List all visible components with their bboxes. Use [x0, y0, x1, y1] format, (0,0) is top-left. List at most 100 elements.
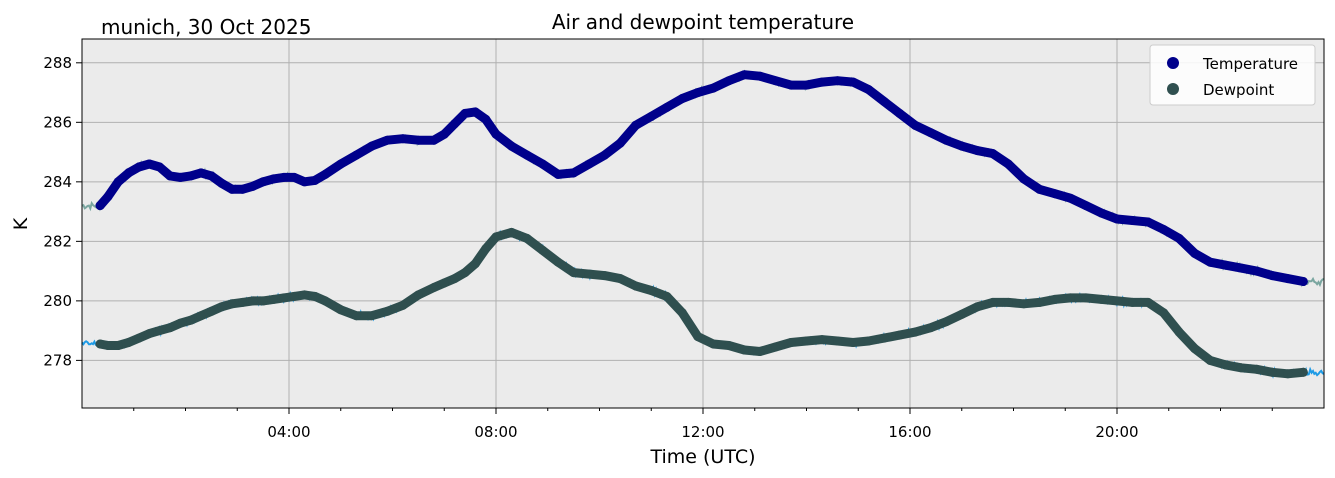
data-point-dewpoint: [786, 338, 796, 347]
axis-ticks: 04:00 08:00 12:00 16:00 20:00 278 280 282 284 286…: [43, 54, 1273, 441]
data-point-temperature: [124, 168, 134, 178]
data-point-dewpoint: [662, 291, 672, 301]
data-point-dewpoint: [848, 338, 858, 347]
data-point-dewpoint: [926, 323, 936, 333]
y-tick-label: 286: [43, 113, 72, 131]
x-tick-label: 16:00: [888, 423, 931, 441]
series-band-temperature: [95, 70, 1308, 286]
data-point-temperature: [165, 171, 175, 181]
data-point-temperature: [584, 159, 594, 169]
data-point-dewpoint: [507, 227, 516, 237]
data-point-temperature: [1081, 201, 1091, 211]
data-point-temperature: [382, 135, 392, 145]
data-point-dewpoint: [957, 309, 967, 319]
data-point-temperature: [1252, 266, 1262, 276]
y-axis-label: K: [10, 217, 32, 230]
data-point-dewpoint: [1081, 293, 1091, 303]
data-point-temperature: [217, 178, 227, 188]
data-point-dewpoint: [1252, 364, 1262, 374]
data-point-temperature: [1283, 274, 1293, 284]
legend-label-temperature: Temperature: [1202, 55, 1298, 73]
data-point-temperature: [646, 111, 656, 121]
data-point-dewpoint: [646, 286, 656, 295]
legend-marker-dewpoint: [1167, 83, 1179, 95]
data-point-dewpoint: [413, 290, 423, 300]
data-point-dewpoint: [802, 336, 811, 346]
data-point-temperature: [600, 150, 610, 160]
data-point-dewpoint: [1205, 355, 1215, 365]
data-point-temperature: [1205, 257, 1215, 267]
data-point-temperature: [134, 162, 144, 172]
series-markers: [95, 70, 1308, 379]
data-point-dewpoint: [1159, 308, 1169, 318]
data-point-temperature: [258, 177, 268, 187]
data-point-temperature: [864, 85, 874, 95]
x-tick-label: 04:00: [267, 423, 310, 441]
data-point-dewpoint: [1003, 297, 1013, 307]
data-point-dewpoint: [600, 271, 610, 281]
data-point-temperature: [248, 181, 258, 191]
data-point-temperature: [833, 76, 842, 86]
data-point-dewpoint: [144, 329, 154, 339]
data-point-dewpoint: [1019, 299, 1029, 309]
data-point-dewpoint: [1143, 297, 1153, 307]
data-point-temperature: [1267, 271, 1277, 281]
data-point-dewpoint: [879, 333, 889, 343]
data-point-dewpoint: [382, 306, 392, 316]
data-point-temperature: [522, 150, 532, 160]
data-point-temperature: [879, 97, 889, 106]
data-point-temperature: [988, 149, 998, 159]
data-point-dewpoint: [631, 281, 641, 291]
data-point-temperature: [269, 174, 278, 184]
data-point-temperature: [439, 129, 449, 139]
data-point-dewpoint: [300, 290, 309, 300]
data-point-temperature: [1097, 208, 1106, 218]
y-tick-label: 278: [43, 351, 72, 369]
data-point-temperature: [206, 171, 216, 181]
data-point-temperature: [1019, 174, 1029, 184]
data-point-temperature: [155, 162, 165, 172]
data-point-dewpoint: [833, 336, 842, 346]
data-point-dewpoint: [217, 302, 227, 312]
data-point-temperature: [300, 177, 309, 187]
data-point-temperature: [460, 108, 470, 118]
data-point-dewpoint: [771, 342, 780, 352]
data-point-temperature: [289, 172, 299, 182]
data-point-dewpoint: [522, 233, 532, 243]
x-axis-label: Time (UTC): [649, 446, 755, 468]
data-point-temperature: [848, 77, 858, 87]
data-point-dewpoint: [972, 302, 982, 312]
series-band-dewpoint: [95, 227, 1308, 379]
y-tick-label: 280: [43, 292, 72, 310]
data-point-dewpoint: [248, 296, 258, 306]
data-point-dewpoint: [693, 332, 703, 342]
data-point-dewpoint: [864, 336, 874, 346]
data-point-temperature: [310, 175, 320, 185]
data-point-temperature: [279, 172, 289, 182]
data-point-dewpoint: [175, 318, 185, 328]
data-point-temperature: [1236, 263, 1246, 273]
data-point-dewpoint: [481, 244, 491, 254]
legend-marker-temperature: [1167, 57, 1179, 69]
data-point-temperature: [481, 114, 491, 124]
data-point-temperature: [677, 94, 687, 103]
data-point-temperature: [786, 80, 796, 90]
data-point-dewpoint: [186, 315, 196, 325]
data-point-dewpoint: [910, 327, 920, 337]
data-point-dewpoint: [269, 294, 278, 304]
data-point-dewpoint: [584, 269, 594, 279]
y-tick-label: 288: [43, 54, 72, 72]
data-point-temperature: [1143, 217, 1153, 227]
data-point-dewpoint: [553, 257, 563, 267]
data-point-temperature: [972, 146, 982, 156]
data-point-dewpoint: [677, 308, 687, 318]
data-point-dewpoint: [351, 311, 361, 321]
data-point-temperature: [771, 76, 780, 86]
data-point-temperature: [450, 119, 460, 129]
data-point-dewpoint: [398, 300, 408, 310]
x-tick-label: 12:00: [681, 423, 724, 441]
data-point-dewpoint: [227, 299, 237, 309]
data-point-dewpoint: [196, 311, 206, 321]
data-point-temperature: [631, 120, 641, 130]
